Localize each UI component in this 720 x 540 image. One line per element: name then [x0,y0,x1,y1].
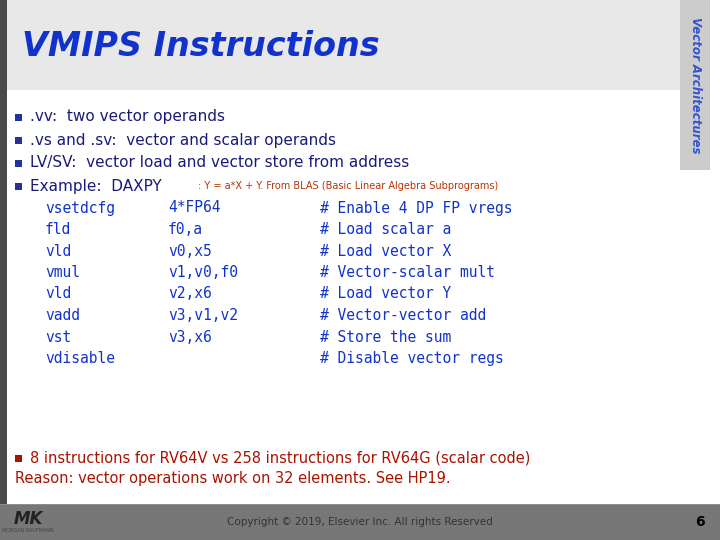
Bar [15,160,22,167]
Text: Vector Architectures: Vector Architectures [688,17,701,153]
Text: v3,x6: v3,x6 [168,329,212,345]
Text: 8 instructions for RV64V vs 258 instructions for RV64G (scalar code): 8 instructions for RV64V vs 258 instruct… [30,450,531,465]
Text: # Store the sum: # Store the sum [320,329,451,345]
Text: vld: vld [45,244,71,259]
Text: # Load scalar a: # Load scalar a [320,222,451,237]
Text: MORGAN KAUFMANN: MORGAN KAUFMANN [2,528,54,532]
Text: v0,x5: v0,x5 [168,244,212,259]
Text: # Enable 4 DP FP vregs: # Enable 4 DP FP vregs [320,200,513,215]
Text: # Load vector X: # Load vector X [320,244,451,259]
Text: 4*FP64: 4*FP64 [168,200,220,215]
Bar [15,137,22,144]
Text: Reason: vector operations work on 32 elements. See HP19.: Reason: vector operations work on 32 ele… [15,470,451,485]
Text: fld: fld [45,222,71,237]
Text: v1,v0,f0: v1,v0,f0 [168,265,238,280]
Bar [680,0,710,170]
Bar [0,0,7,504]
Text: # Vector-scalar mult: # Vector-scalar mult [320,265,495,280]
Bar [7,90,680,93]
Text: MK: MK [13,510,42,528]
Text: vst: vst [45,329,71,345]
Text: v3,v1,v2: v3,v1,v2 [168,308,238,323]
Bar [15,455,22,462]
Bar [7,90,680,504]
Text: vadd: vadd [45,308,80,323]
Bar [0,504,720,540]
Text: vdisable: vdisable [45,351,115,366]
Text: VMIPS Instructions: VMIPS Instructions [22,30,379,64]
Text: v2,x6: v2,x6 [168,287,212,301]
Text: vsetdcfg: vsetdcfg [45,200,115,215]
Text: f0,a: f0,a [168,222,203,237]
Bar [7,0,680,90]
Bar [15,114,22,121]
Text: # Vector-vector add: # Vector-vector add [320,308,486,323]
Text: : Y = a*X + Y. From BLAS (Basic Linear Algebra Subprograms): : Y = a*X + Y. From BLAS (Basic Linear A… [198,181,498,191]
Bar [15,183,22,190]
Text: # Disable vector regs: # Disable vector regs [320,351,504,366]
Text: LV/SV:  vector load and vector store from address: LV/SV: vector load and vector store from… [30,156,409,171]
Text: 6: 6 [696,515,705,529]
Text: vmul: vmul [45,265,80,280]
Text: .vs and .sv:  vector and scalar operands: .vs and .sv: vector and scalar operands [30,132,336,147]
Text: Copyright © 2019, Elsevier Inc. All rights Reserved: Copyright © 2019, Elsevier Inc. All righ… [227,517,493,527]
Text: .vv:  two vector operands: .vv: two vector operands [30,110,225,125]
Text: vld: vld [45,287,71,301]
Text: # Load vector Y: # Load vector Y [320,287,451,301]
Text: Example:  DAXPY: Example: DAXPY [30,179,162,193]
